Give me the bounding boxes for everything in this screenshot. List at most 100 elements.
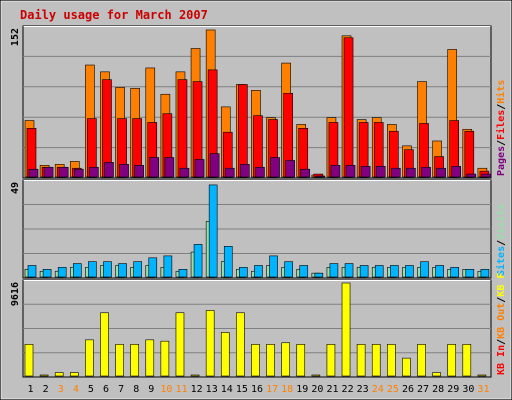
- bar-files: [238, 84, 248, 178]
- bar-sites: [480, 269, 490, 278]
- bar-kb: [160, 340, 170, 377]
- bar-files: [343, 37, 354, 178]
- bar-kb: [115, 344, 124, 377]
- bar-sites: [299, 265, 309, 278]
- bar-kb: [417, 344, 426, 377]
- bar-files: [464, 130, 475, 178]
- bar-sites: [269, 255, 278, 278]
- bar-pages: [28, 168, 39, 178]
- x-tick-label: 14: [221, 384, 233, 395]
- bar-kb: [341, 282, 351, 377]
- x-tick-label: 29: [447, 384, 459, 395]
- bar-kb: [251, 344, 260, 377]
- x-tick-label: 30: [462, 384, 474, 395]
- bar-sites: [88, 261, 97, 278]
- bar-sites: [57, 267, 67, 278]
- bar-sites: [42, 269, 52, 278]
- x-tick-label: 25: [387, 384, 399, 395]
- bar-kb: [220, 332, 230, 377]
- x-tick-label: 20: [311, 384, 323, 395]
- x-tick-label: 27: [417, 384, 429, 395]
- bar-sites: [450, 267, 460, 278]
- x-tick-label: 6: [103, 384, 109, 395]
- bar-pages: [58, 166, 69, 178]
- bar-kb: [175, 312, 185, 377]
- legend-separator: /: [496, 297, 507, 303]
- bar-pages: [360, 165, 371, 178]
- x-tick-label: 10: [160, 384, 172, 395]
- x-tick-label: 8: [133, 384, 139, 395]
- x-tick-label: 18: [281, 384, 293, 395]
- x-tick-label: 28: [432, 384, 444, 395]
- bar-sites: [405, 265, 414, 278]
- bar-kb: [371, 344, 381, 377]
- bar-sites: [178, 269, 188, 278]
- bar-sites: [223, 246, 233, 278]
- bar-sites: [329, 263, 339, 278]
- bar-pages: [43, 166, 54, 178]
- x-tick-label: 4: [73, 384, 79, 395]
- bar-pages: [179, 167, 190, 178]
- legend-entry-sites: Sites: [495, 246, 507, 276]
- bar-sites: [148, 257, 158, 278]
- bar-kb: [190, 374, 200, 377]
- legend-entry-kb-out: KB Out: [496, 303, 507, 339]
- bar-sites: [208, 184, 218, 278]
- bar-pages: [466, 173, 477, 178]
- bar-sites: [103, 261, 112, 278]
- bar-sites: [374, 265, 384, 278]
- x-tick-label: 24: [372, 384, 384, 395]
- bar-pages: [119, 164, 129, 178]
- legend-entry-visits: Visits: [495, 204, 507, 240]
- bar-kb: [311, 374, 321, 377]
- bar-sites: [118, 263, 127, 278]
- bar-kb: [205, 310, 215, 377]
- bar-sites: [359, 265, 369, 278]
- x-tick-label: 15: [236, 384, 248, 395]
- bar-pages: [194, 159, 205, 178]
- visits-panel: 49 Sites/Visits: [10, 179, 507, 279]
- bar-pages: [89, 166, 99, 178]
- bar-kb: [39, 374, 49, 377]
- x-tick-label: 23: [357, 384, 369, 395]
- bar-sites: [72, 263, 82, 278]
- bar-kb: [387, 344, 396, 377]
- x-tick-label: 3: [58, 384, 64, 395]
- bar-pages: [224, 167, 235, 178]
- legend-entry-kb-in: KB In: [496, 345, 507, 375]
- legend: Sites/Visits: [495, 204, 507, 276]
- x-tick-label: 7: [118, 384, 124, 395]
- bar-kb: [356, 344, 366, 377]
- bar-sites: [465, 269, 475, 278]
- bar-kb: [402, 357, 411, 377]
- bar-kb: [100, 312, 109, 377]
- x-tick-label: 16: [251, 384, 263, 395]
- bar-kb: [281, 342, 290, 377]
- bar-pages: [209, 153, 220, 178]
- x-tick-label: 12: [191, 384, 203, 395]
- bar-pages: [300, 168, 311, 178]
- bar-kb: [24, 344, 34, 377]
- y-max-label: 49: [10, 182, 21, 194]
- bar-pages: [406, 167, 416, 178]
- legend-separator: /: [496, 104, 507, 110]
- x-tick-label: 2: [43, 384, 49, 395]
- x-tick-label: 26: [402, 384, 414, 395]
- bar-pages: [270, 157, 280, 178]
- bar-kb: [69, 372, 79, 377]
- bar-kb: [85, 339, 94, 377]
- bar-kb: [236, 312, 245, 377]
- bar-sites: [284, 261, 293, 278]
- x-tick-label: 5: [88, 384, 94, 395]
- bar-kb: [296, 344, 306, 377]
- bar-pages: [421, 166, 431, 178]
- bar-kb: [266, 344, 275, 377]
- bar-pages: [451, 165, 462, 178]
- bar-pages: [315, 175, 326, 178]
- bar-kb: [462, 344, 472, 377]
- bar-kb: [477, 374, 487, 377]
- bar-sites: [27, 265, 37, 278]
